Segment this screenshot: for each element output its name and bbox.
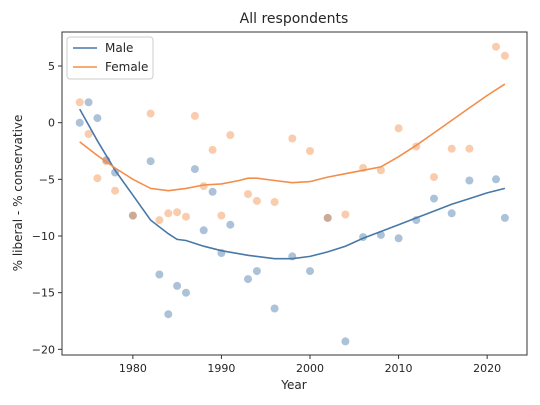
y-tick-label--15: −15 <box>32 287 55 300</box>
x-tick-label-1980: 1980 <box>119 362 147 375</box>
male-point-2018 <box>465 176 474 185</box>
y-tick-label--20: −20 <box>32 343 55 356</box>
female-point-2002 <box>323 213 332 222</box>
male-point-2004 <box>341 337 350 346</box>
male-point-1976 <box>93 114 102 123</box>
male-point-1994 <box>252 267 261 276</box>
plot-area <box>75 42 509 346</box>
chart-title: All respondents <box>240 11 349 27</box>
y-tick-label--10: −10 <box>32 230 55 243</box>
female-point-1985 <box>173 208 182 217</box>
y-tick-label--5: −5 <box>39 173 55 186</box>
male-point-1978 <box>111 168 120 177</box>
female-point-2018 <box>465 144 474 153</box>
male-point-1982 <box>146 157 155 166</box>
male-point-1989 <box>208 187 217 196</box>
x-tick-label-2010: 2010 <box>385 362 413 375</box>
male-point-2014 <box>430 194 438 203</box>
male-point-1985 <box>173 281 182 290</box>
male-point-1991 <box>226 220 235 229</box>
female-point-1986 <box>182 212 190 221</box>
male-point-1980 <box>128 211 137 220</box>
x-tick-label-2020: 2020 <box>473 362 501 375</box>
y-tick-label-0: 0 <box>48 117 55 130</box>
male-point-2016 <box>447 209 456 218</box>
female-trend-line <box>79 83 506 192</box>
male-trend-line <box>79 108 506 260</box>
y-axis-label: % liberal - % conservative <box>11 115 25 272</box>
female-point-2010 <box>394 124 403 133</box>
female-point-1982 <box>146 109 155 118</box>
female-point-1984 <box>164 209 173 218</box>
male-point-1987 <box>190 165 199 174</box>
axes: 1980 1990 2000 2010 2020 5 0 −5 −10 −15 −20 <box>32 31 528 375</box>
female-point-1993 <box>244 190 252 199</box>
male-point-1984 <box>164 310 173 319</box>
female-point-2000 <box>306 147 314 155</box>
male-point-2000 <box>306 267 314 276</box>
y-tick-label-5: 5 <box>48 60 55 73</box>
male-point-1983 <box>155 270 164 279</box>
male-point-1975 <box>84 98 93 107</box>
female-point-1987 <box>190 111 199 120</box>
male-point-2002 <box>323 213 332 222</box>
male-point-1993 <box>244 275 252 284</box>
male-point-1986 <box>182 288 190 297</box>
female-point-2016 <box>447 144 456 153</box>
female-point-1983 <box>155 216 164 225</box>
legend-label-male: Male <box>105 41 133 55</box>
male-point-1974 <box>75 118 84 127</box>
female-point-1989 <box>208 145 217 154</box>
male-point-2022 <box>500 213 509 222</box>
female-point-1990 <box>217 211 226 220</box>
female-point-1991 <box>226 131 235 140</box>
x-axis-label: Year <box>280 378 306 392</box>
female-point-2021 <box>492 42 500 51</box>
female-point-1974 <box>75 98 84 107</box>
male-point-2021 <box>492 175 500 184</box>
female-point-1996 <box>270 198 279 206</box>
legend: Male Female <box>66 36 154 80</box>
female-point-1976 <box>93 174 102 183</box>
female-point-2014 <box>430 173 438 182</box>
x-tick-label-1990: 1990 <box>207 362 235 375</box>
female-point-2004 <box>341 210 350 219</box>
female-point-1998 <box>288 134 297 143</box>
legend-label-female: Female <box>105 60 148 74</box>
male-point-1996 <box>270 304 279 313</box>
female-point-1975 <box>84 130 93 138</box>
female-point-1980 <box>128 211 137 220</box>
plot-frame <box>61 31 528 356</box>
female-point-2022 <box>500 51 509 60</box>
x-tick-label-2000: 2000 <box>296 362 324 375</box>
female-point-1994 <box>252 196 261 205</box>
male-point-1988 <box>199 226 208 235</box>
male-point-2010 <box>394 234 403 243</box>
female-point-1978 <box>111 186 120 195</box>
female-point-2008 <box>376 166 385 175</box>
